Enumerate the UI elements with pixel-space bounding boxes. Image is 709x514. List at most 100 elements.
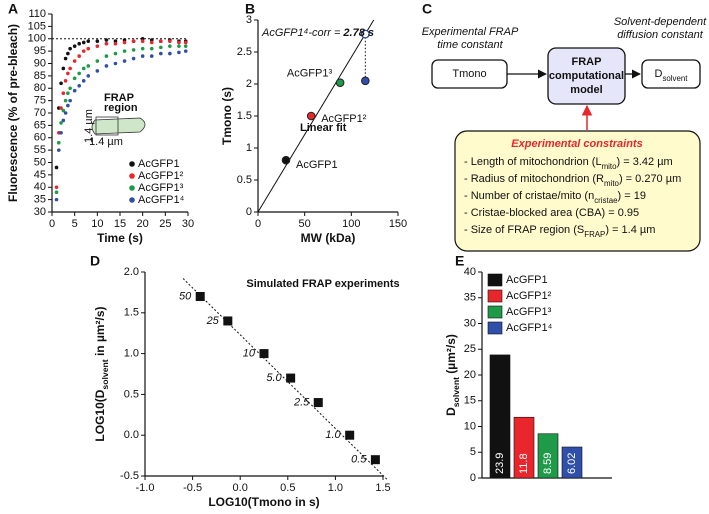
chart-title: Simulated FRAP experiments [246,278,399,290]
point [54,185,59,190]
y-tick-label: 105 [28,20,46,32]
panel-label: C [422,1,432,17]
y-tick-label: 95 [34,45,46,57]
point [63,56,68,61]
y-tick-label: 70 [34,107,46,119]
y-tick-label: 1 [246,142,252,154]
point [86,74,91,78]
text-part: solvent [662,74,688,83]
bar [561,446,583,479]
point [313,398,323,408]
point [57,148,61,152]
constraint-item: - Length of mitochondrion (Lmito) = 3.42… [464,156,673,171]
point-label: AcGFP1 [296,159,338,171]
model-label: model [570,84,602,96]
point [168,39,172,44]
output-box [641,59,701,89]
constraint-item: - Cristae-blocked area (CBA) = 0.95 [464,207,639,219]
inset-title: FRAP [104,92,134,104]
x-tick-label: -1.0 [136,482,155,494]
y-tick-label: 50 [34,156,46,168]
text-part: ) = 1.4 µm [605,224,655,236]
point [81,79,86,83]
x-tick-label: 5 [72,218,78,230]
y-tick-label: -0.5 [120,470,139,482]
y-tick-label: 0.5 [237,174,252,186]
point [149,46,154,51]
point [61,66,66,71]
point [335,78,345,88]
x-tick-label: 100 [342,218,360,230]
x-tick-label: 15 [114,218,126,230]
point [159,51,163,56]
y-axis-label: Fluorescence (% of pre-bleach) [6,24,20,202]
point [72,59,77,63]
x-axis-label: MW (kDa) [301,231,356,245]
constraint-item: - Number of cristae/mito (ncristae) = 19 [464,190,646,205]
output-caption: diffusion constant [617,29,704,41]
y-tick-label: 0 [470,472,476,484]
point [177,50,181,55]
x-tick-label: 0.5 [280,482,295,494]
point [159,39,163,44]
point [113,61,118,66]
y-tick-label: 45 [34,169,46,181]
legend-label: AcGFP1 [138,158,180,170]
point [131,48,136,52]
point [66,51,70,56]
constraint-item: - Radius of mitochondrion (Rmito) = 0.27… [464,173,681,188]
legend-marker [129,197,135,203]
fit-label: Linear fit [300,122,347,134]
fit-line [257,19,375,213]
y-tick-label: 40 [34,181,46,193]
point [66,91,70,95]
y-tick-label: 2 [246,78,252,90]
point [54,197,59,202]
text-part: cristae [594,196,618,205]
text-part: - Length of mitochondrion (L [464,156,602,168]
model-label: computational [549,70,624,82]
y-tick-label: 35 [464,292,476,304]
legend-marker [487,289,503,303]
text-part: solvent [451,377,461,407]
x-tick-label: 0 [49,218,55,230]
legend-label: AcGFP1⁴ [506,322,553,334]
y-axis-label: Dsolvent (µm²/s) [444,334,461,416]
point [281,155,291,165]
y-tick-label: 100 [28,33,46,45]
y-tick-label: 35 [34,194,46,206]
point [61,108,66,113]
y-axis-label: LOG10(Dsolvent in µm²/s) [93,306,110,441]
point [57,140,61,145]
point [61,91,66,95]
point [140,46,145,51]
legend-marker [129,185,135,191]
x-tick-label: 50 [299,218,311,230]
point [81,49,86,53]
y-tick-label: 20 [464,369,476,381]
x-axis-label: Time (s) [97,231,143,245]
point [113,39,118,44]
point [54,165,59,170]
point [77,54,81,58]
point [63,98,68,103]
x-tick-label: 20 [137,218,149,230]
point-label: 5.0 [266,372,282,384]
point [122,49,127,53]
point [104,64,109,68]
y-tick-label: 25 [464,343,476,355]
text-part: in µm²/s) [93,306,107,359]
legend-marker [487,321,503,335]
legend-label: AcGFP1⁴ [138,194,185,206]
point [68,46,72,51]
text-part: - Size of FRAP region (S [464,224,584,236]
legend-label: AcGFP1² [506,290,552,302]
point [122,40,127,45]
point [131,56,136,61]
x-tick-label: -0.5 [183,482,202,494]
point [86,64,91,68]
y-tick-label: 1.0 [124,348,139,360]
point-label: 0.5 [351,454,367,466]
x-tick-label: 30 [182,218,194,230]
